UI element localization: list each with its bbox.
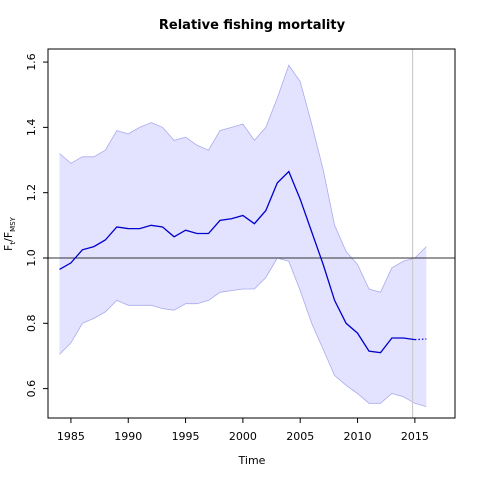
y-tick-label: 0.6: [25, 380, 38, 398]
chart-title: Relative fishing mortality: [159, 18, 346, 33]
y-tick-label: 0.8: [25, 315, 38, 333]
estimate-line: [59, 170, 415, 354]
confidence-band: [59, 65, 427, 407]
x-tick-label: 2005: [286, 430, 314, 443]
x-tick-label: 1995: [172, 430, 200, 443]
x-axis: 1985 1990 1995 2000 2005 2010 2015: [57, 418, 429, 443]
x-tick-label: 1985: [57, 430, 85, 443]
y-tick-label: 1.4: [25, 119, 38, 136]
plot-area: [48, 49, 455, 418]
plot-frame: [47, 48, 456, 419]
y-tick-label: 1.0: [25, 249, 38, 267]
y-axis: 0.6 0.8 1.0 1.2 1.4 1.6: [25, 53, 48, 397]
x-tick-label: 2015: [401, 430, 429, 443]
y-axis-label-main: F: [2, 245, 15, 251]
x-tick-label: 2000: [229, 430, 257, 443]
y-axis-label-sub-msy: MSY: [9, 216, 17, 231]
y-tick-label: 1.6: [25, 53, 38, 71]
y-axis-label-sep: /F: [2, 232, 15, 242]
confidence-band-lower: [59, 257, 427, 407]
x-tick-label: 1990: [114, 430, 142, 443]
x-tick-label: 2010: [344, 430, 372, 443]
y-axis-label-sub-t: t: [9, 242, 17, 245]
y-tick-label: 1.2: [25, 184, 38, 202]
x-axis-label: Time: [238, 454, 266, 467]
y-axis-label: Ft/FMSY: [2, 216, 17, 251]
confidence-band-upper: [59, 64, 427, 293]
